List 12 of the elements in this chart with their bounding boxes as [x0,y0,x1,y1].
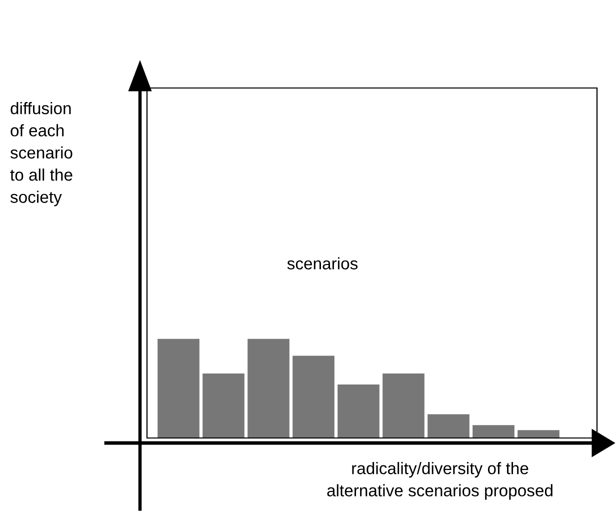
x-axis-title: radicality/diversity of the alternative scenarios proposed [327,462,552,500]
bar [518,430,560,438]
text: diffusion of each scenario to all the society [10,102,72,206]
bar [338,384,380,438]
bar [248,338,290,438]
text: scenarios [287,257,358,270]
bar [382,374,424,438]
bar [428,414,470,438]
bar [292,356,334,438]
bar [202,374,244,438]
bar [472,425,514,438]
bar [158,338,200,438]
